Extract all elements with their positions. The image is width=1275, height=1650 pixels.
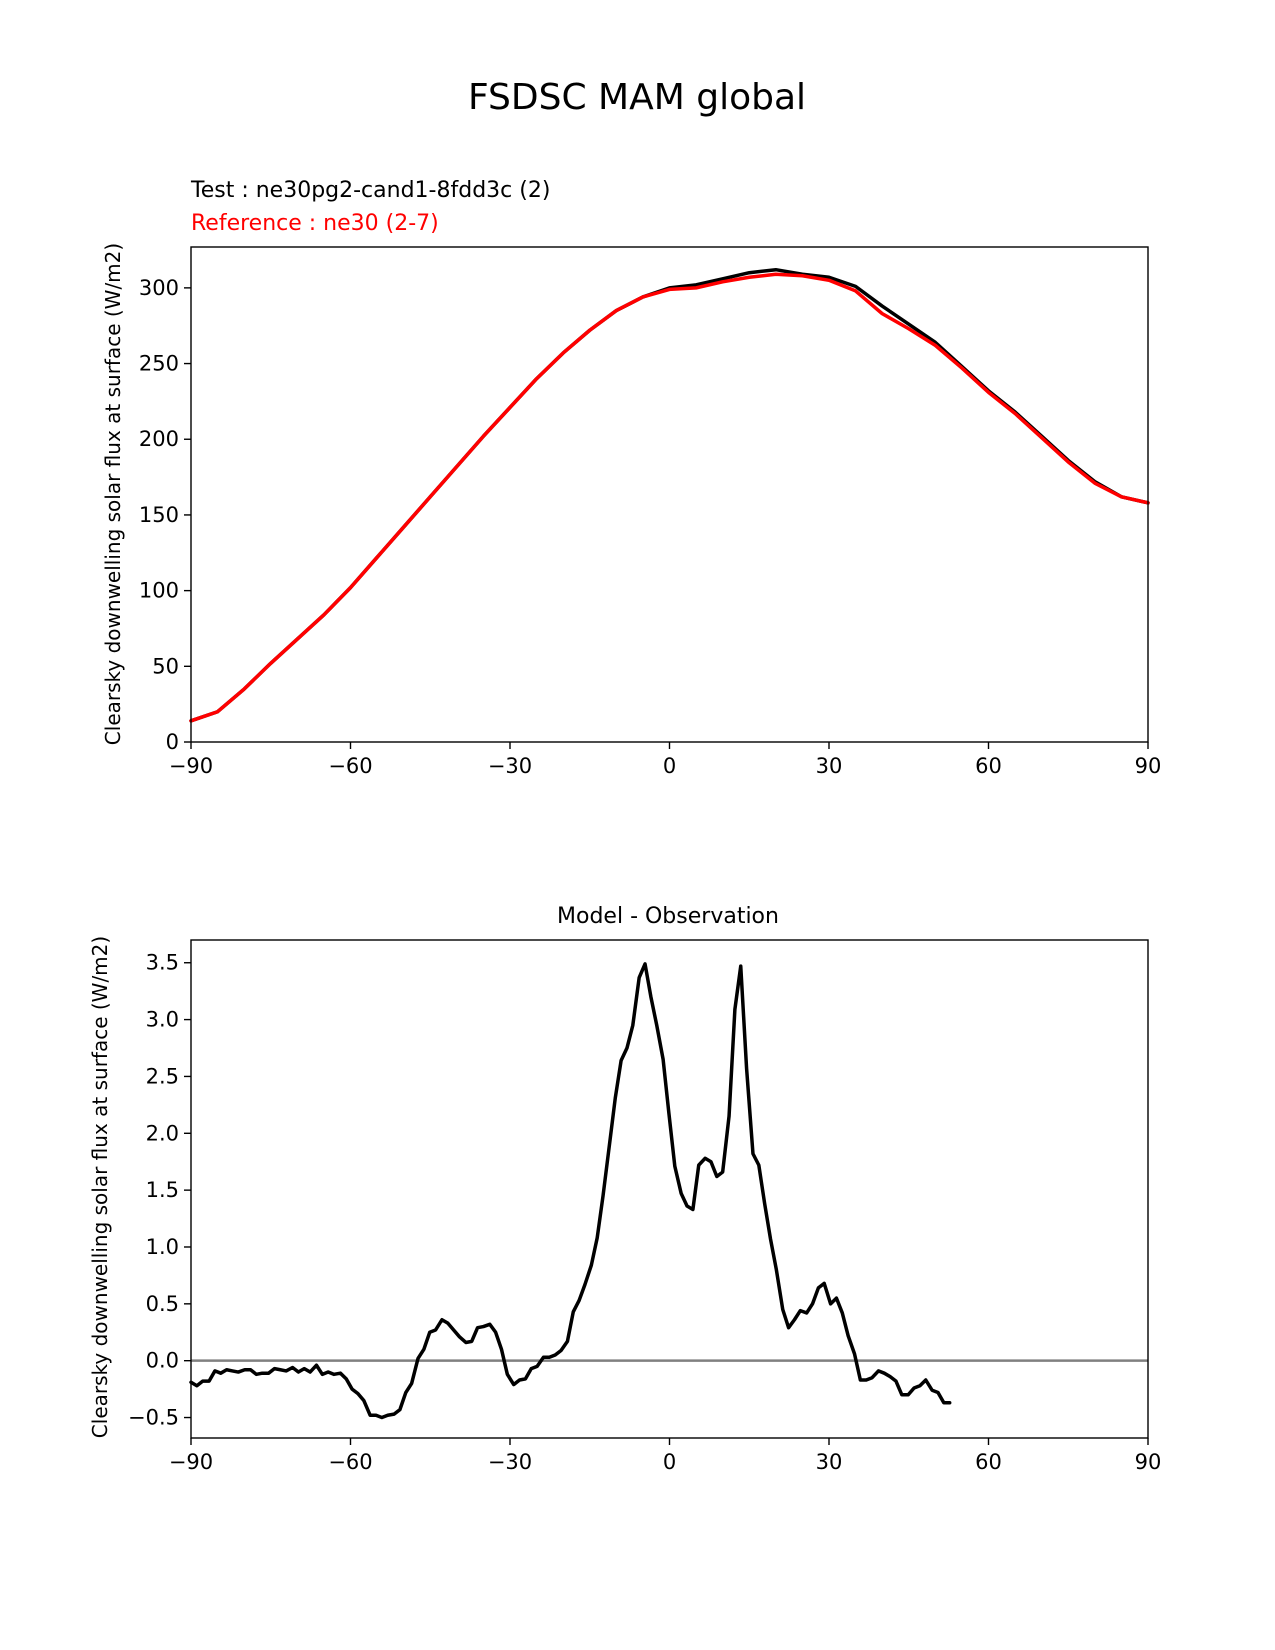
figure-title: FSDSC MAM global <box>468 77 806 118</box>
series-group <box>189 267 1150 723</box>
y-axis-label: Clearsky downwelling solar flux at surfa… <box>101 243 125 745</box>
legend-reference-label: Reference : ne30 (2-7) <box>191 211 439 236</box>
y-tick-label: 0.5 <box>146 1292 179 1316</box>
y-tick-label: −0.5 <box>128 1406 179 1430</box>
axes: −90 −60 −30 0 30 60 90 −0.5 0.0 0.5 1.0 1.5 2.0 2.5 3.… <box>128 939 1162 1474</box>
x-tick-label: 0 <box>663 754 676 778</box>
panel-zonal-mean: Test : ne30pg2-cand1-8fdd3c (2) Referenc… <box>101 178 1161 778</box>
y-tick-label: 3.5 <box>146 951 179 975</box>
x-tick-label: 30 <box>816 1450 843 1474</box>
x-tick-label: −60 <box>328 754 372 778</box>
x-tick-label: −90 <box>169 754 213 778</box>
x-tick-label: 90 <box>1135 1450 1162 1474</box>
x-tick-label: −90 <box>169 1450 213 1474</box>
panel-model-minus-observation: Model - Observation −90 −60 −30 0 30 60 90 −0.5… <box>88 904 1161 1474</box>
y-tick-label: 3.0 <box>146 1008 179 1032</box>
x-tick-label: 90 <box>1135 754 1162 778</box>
y-tick-label: 200 <box>139 427 179 451</box>
y-tick-label: 2.0 <box>146 1121 179 1145</box>
x-tick-label: −30 <box>488 1450 532 1474</box>
y-tick-label: 150 <box>139 503 179 527</box>
series-group <box>189 962 952 1420</box>
y-tick-label: 100 <box>139 579 179 603</box>
series-line-test <box>189 962 952 1420</box>
difference-plot-title: Model - Observation <box>557 904 779 929</box>
legend-test-label: Test : ne30pg2-cand1-8fdd3c (2) <box>190 178 550 203</box>
x-tick-label: 60 <box>975 754 1002 778</box>
y-tick-label: 1.5 <box>146 1178 179 1202</box>
y-tick-label: 2.5 <box>146 1064 179 1088</box>
x-tick-label: 60 <box>975 1450 1002 1474</box>
x-tick-label: 30 <box>816 754 843 778</box>
x-tick-label: 0 <box>663 1450 676 1474</box>
y-tick-label: 0 <box>166 730 179 754</box>
x-tick-label: −30 <box>488 754 532 778</box>
x-tick-label: −60 <box>328 1450 372 1474</box>
y-axis-label: Clearsky downwelling solar flux at surfa… <box>88 936 112 1438</box>
y-tick-label: 300 <box>139 276 179 300</box>
axes: −90 −60 −30 0 30 60 90 0 50 100 150 200 250 300 <box>139 246 1162 778</box>
y-tick-label: 250 <box>139 352 179 376</box>
y-tick-label: 0.0 <box>146 1349 179 1373</box>
y-tick-label: 1.0 <box>146 1235 179 1259</box>
y-tick-label: 50 <box>152 654 179 678</box>
series-line-reference <box>189 272 1150 723</box>
